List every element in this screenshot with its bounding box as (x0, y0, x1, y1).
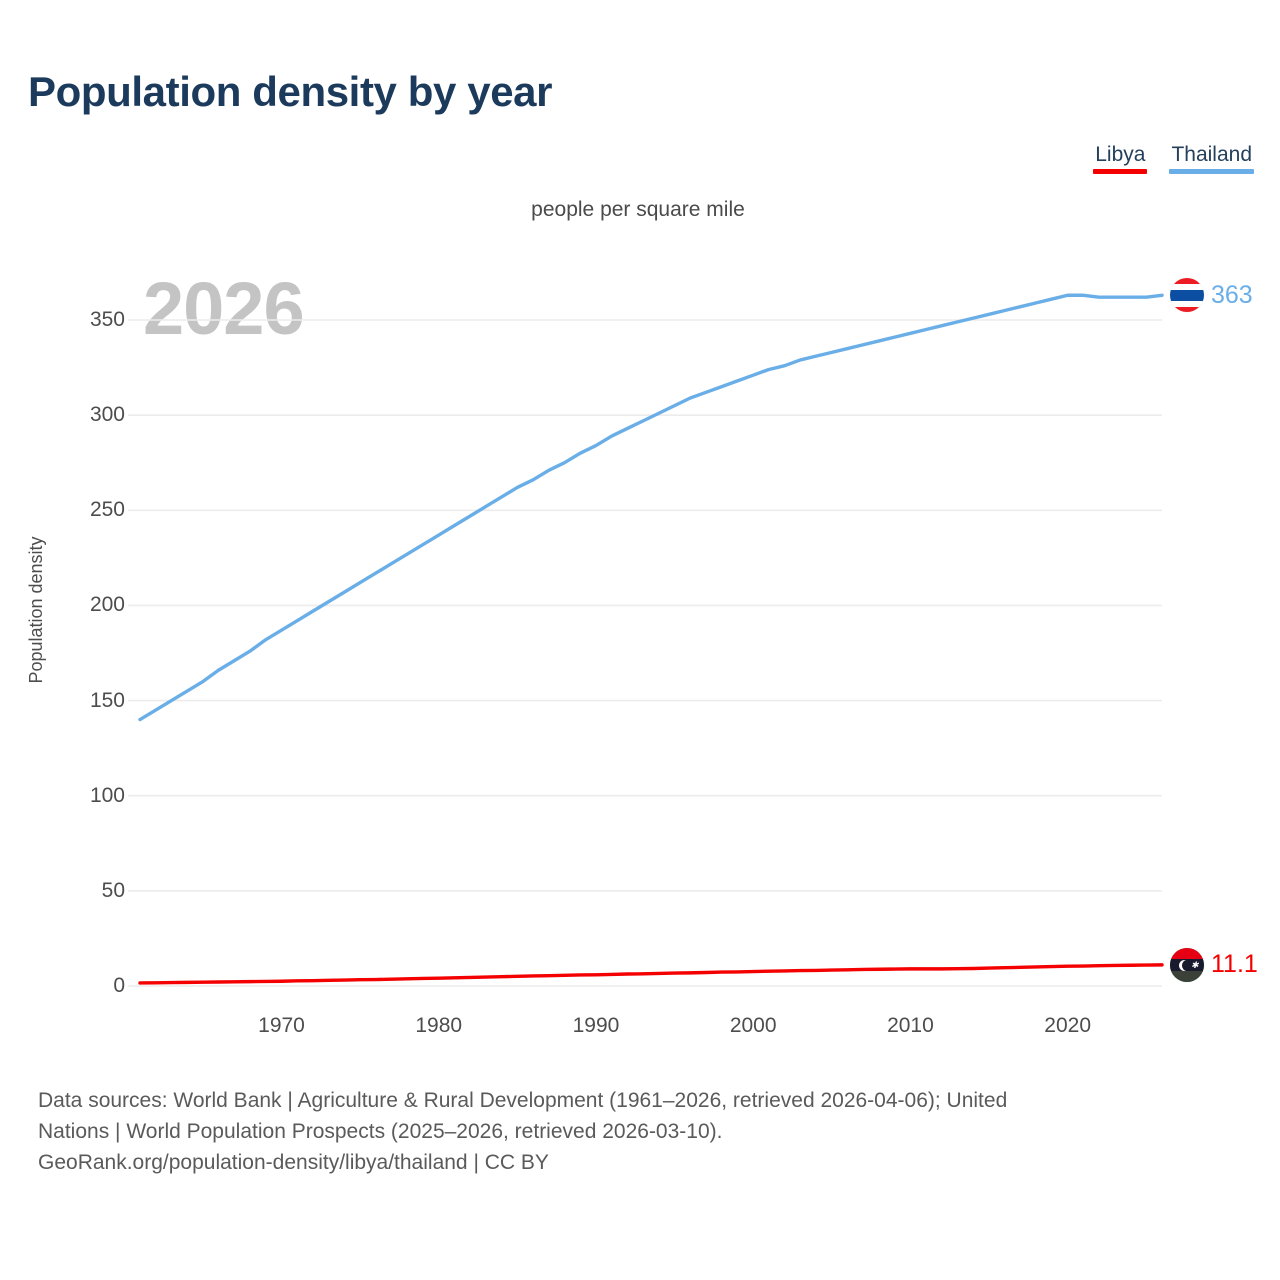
legend-item-libya[interactable]: Libya (1093, 143, 1148, 175)
legend: Libya Thailand (1093, 143, 1254, 175)
legend-item-label: Libya (1095, 143, 1146, 166)
x-axis-tick-label: 1980 (415, 1014, 463, 1037)
legend-color-swatch-thailand (1169, 169, 1254, 175)
end-value-libya: 11.1 (1211, 950, 1258, 979)
y-axis-tick-label: 100 (89, 783, 125, 807)
y-axis-tick-label: 250 (89, 498, 125, 522)
gridlines (128, 319, 1162, 987)
footer-sources: Data sources: World Bank | Agriculture &… (38, 1086, 1258, 1179)
end-value-thailand: 363 (1211, 280, 1253, 309)
legend-color-swatch-libya (1093, 169, 1148, 175)
thailand-flag-icon (1170, 278, 1204, 313)
series-line-libya (138, 963, 1164, 985)
y-axis-tick-label: 0 (113, 974, 125, 997)
x-axis-tick-label: 2020 (1044, 1014, 1092, 1037)
x-axis-tick-label: 2000 (729, 1014, 777, 1037)
x-axis-tick-label: 2010 (887, 1014, 934, 1037)
libya-flag-icon: ✱ (1170, 947, 1204, 982)
y-axis-tick-label: 50 (101, 878, 125, 902)
end-label-libya: ✱ 11.1 (1170, 947, 1258, 982)
chart-subtitle: people per square mile (0, 198, 1280, 222)
x-axis-tick-label: 1970 (258, 1014, 305, 1037)
legend-item-thailand[interactable]: Thailand (1169, 143, 1254, 175)
y-axis-tick-label: 350 (89, 308, 125, 331)
chart-subtitle-text: people per square mile (531, 198, 745, 221)
y-axis-tick-label: 200 (89, 593, 125, 617)
end-label-thailand: 363 (1170, 278, 1253, 313)
footer-line-1: Data sources: World Bank | Agriculture &… (38, 1089, 1008, 1112)
year-watermark: 2026 (143, 267, 305, 350)
legend-item-label: Thailand (1171, 143, 1252, 166)
page-title: Population density by year (28, 68, 553, 115)
y-axis-tick-label: 300 (89, 403, 125, 427)
x-axis-tick-label: 1990 (572, 1014, 620, 1037)
footer-line-3: GeoRank.org/population-density/libya/tha… (38, 1150, 549, 1174)
y-axis-title: Population density (26, 536, 46, 684)
footer-line-2: Nations | World Population Prospects (20… (38, 1119, 723, 1143)
series-line-thailand (138, 293, 1164, 722)
y-axis-tick-label: 150 (89, 688, 125, 712)
series-lines (138, 293, 1164, 985)
